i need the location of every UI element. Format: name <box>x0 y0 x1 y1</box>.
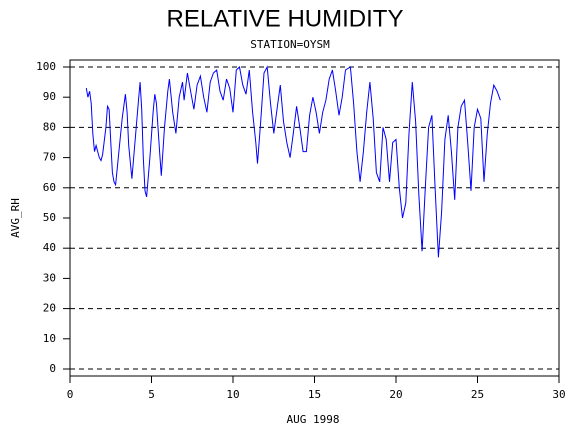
x-tick-label: 5 <box>148 388 155 401</box>
x-tick-label: 25 <box>471 388 484 401</box>
y-axis-label: AVG_RH <box>9 198 22 238</box>
y-tick-label: 90 <box>43 90 56 103</box>
y-tick-label: 20 <box>43 302 56 315</box>
x-tick-label: 30 <box>552 388 565 401</box>
data-line <box>85 65 501 258</box>
x-tick-label: 15 <box>308 388 321 401</box>
y-tick-label: 80 <box>43 120 56 133</box>
y-tick-label: 70 <box>43 151 56 164</box>
plot-frame <box>69 59 560 377</box>
y-tick-label: 0 <box>49 362 56 375</box>
x-tick-label: 0 <box>67 388 74 401</box>
y-tick-label: 40 <box>43 241 56 254</box>
x-tick-label: 10 <box>226 388 239 401</box>
x-tick-label: 20 <box>389 388 402 401</box>
chart-subtitle: STATION=OYSM <box>250 38 330 51</box>
chart-title: RELATIVE HUMIDITY <box>167 5 404 32</box>
y-tick-label: 30 <box>43 271 56 284</box>
y-tick-label: 10 <box>43 332 56 345</box>
y-tick-label: 50 <box>43 211 56 224</box>
x-axis-label: AUG 1998 <box>287 413 340 426</box>
y-tick-label: 100 <box>36 60 56 73</box>
y-tick-label: 60 <box>43 181 56 194</box>
